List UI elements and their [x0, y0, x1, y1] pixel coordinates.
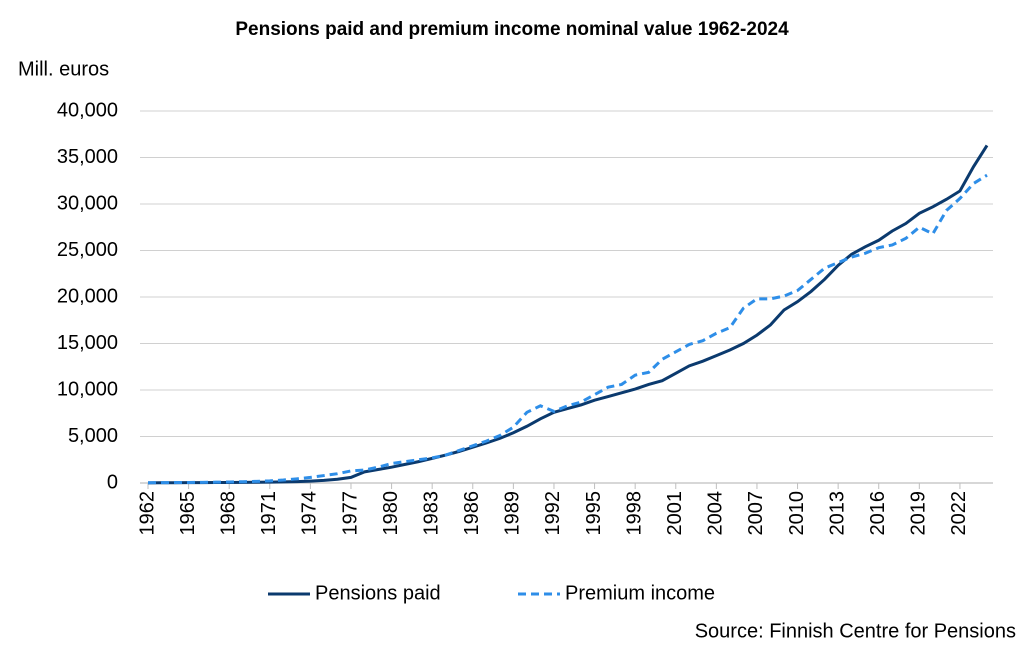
x-tick-label: 1989: [502, 491, 524, 536]
y-tick-label: 35,000: [57, 146, 118, 168]
y-tick-label: 40,000: [57, 99, 118, 121]
y-tick-label: 0: [107, 471, 118, 493]
x-tick-label: 2013: [826, 491, 848, 536]
x-tick-label: 2019: [908, 491, 930, 536]
x-tick-label: 2022: [948, 491, 970, 536]
y-tick-label: 30,000: [57, 192, 118, 214]
y-tick-label: 5,000: [68, 425, 118, 447]
x-tick-label: 1974: [299, 491, 321, 536]
legend-label: Pensions paid: [315, 582, 441, 604]
x-tick-label: 2001: [664, 491, 686, 536]
x-tick-label: 2010: [786, 491, 808, 536]
x-tick-label: 1998: [623, 491, 645, 536]
chart-title: Pensions paid and premium income nominal…: [235, 19, 789, 40]
y-tick-label: 20,000: [57, 285, 118, 307]
x-tick-label: 1962: [136, 491, 158, 536]
y-tick-label: 10,000: [57, 378, 118, 400]
x-tick-label: 2007: [745, 491, 767, 536]
x-tick-label: 1992: [542, 491, 564, 536]
x-tick-label: 1968: [217, 491, 239, 536]
source: Source: Finnish Centre for Pensions: [695, 620, 1016, 642]
series-line: [147, 144, 989, 485]
x-tick-label: 1965: [177, 491, 199, 536]
legend-label: Premium income: [565, 582, 715, 604]
x-tick-label: 2004: [705, 491, 727, 536]
y-tick-label: 25,000: [57, 239, 118, 261]
y-axis-label: Mill. euros: [18, 58, 109, 80]
x-tick-label: 2016: [867, 491, 889, 536]
x-tick-label: 1995: [583, 491, 605, 536]
x-tick-label: 1983: [420, 491, 442, 536]
y-tick-label: 15,000: [57, 332, 118, 354]
x-tick-label: 1971: [258, 491, 280, 536]
x-tick-label: 1977: [339, 491, 361, 536]
x-tick-label: 1980: [380, 491, 402, 536]
x-tick-label: 1986: [461, 491, 483, 536]
